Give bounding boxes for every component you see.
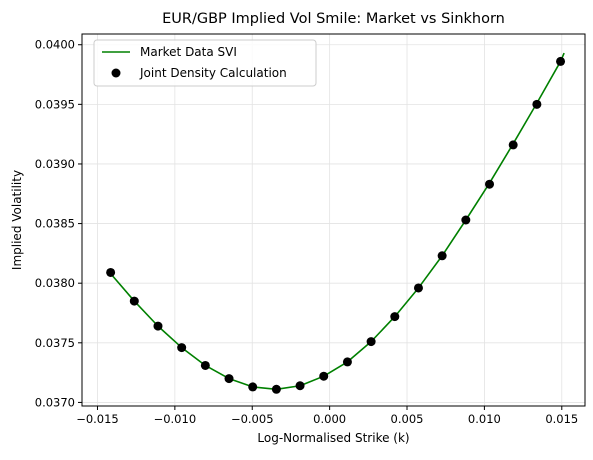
legend: Market Data SVI Joint Density Calculatio… xyxy=(93,39,317,87)
y-tick-label: 0.0375 xyxy=(35,336,75,350)
scatter-point-joint-density xyxy=(295,381,305,391)
x-tick-label: −0.005 xyxy=(231,412,274,426)
scatter-point-joint-density xyxy=(508,140,518,150)
scatter-point-joint-density xyxy=(177,343,187,353)
y-axis-label: Implied Volatility xyxy=(10,170,24,270)
y-tick-label: 0.0390 xyxy=(35,157,75,171)
x-tick-label: 0.010 xyxy=(468,412,501,426)
point-layer xyxy=(106,56,566,394)
tick-layer: −0.015 −0.010 −0.005 0.000 0.005 0.010 0.015 0.… xyxy=(35,38,579,426)
scatter-point-joint-density xyxy=(106,267,116,277)
scatter-point-joint-density xyxy=(129,296,139,306)
legend-swatch-joint-density-marker xyxy=(111,68,121,78)
x-tick-label: 0.005 xyxy=(391,412,424,426)
scatter-point-joint-density xyxy=(271,384,281,394)
legend-label-joint-density: Joint Density Calculation xyxy=(139,66,287,80)
scatter-point-joint-density xyxy=(248,382,258,392)
x-axis-label: Log-Normalised Strike (k) xyxy=(257,431,409,445)
scatter-point-joint-density xyxy=(485,179,495,189)
scatter-point-joint-density xyxy=(532,99,542,109)
grid-layer xyxy=(82,34,585,406)
legend-label-market: Market Data SVI xyxy=(140,45,237,59)
y-tick-label: 0.0400 xyxy=(35,38,75,52)
scatter-point-joint-density xyxy=(413,283,423,293)
y-tick-label: 0.0370 xyxy=(35,395,75,409)
scatter-point-joint-density xyxy=(390,312,400,322)
scatter-point-joint-density xyxy=(200,360,210,370)
scatter-point-joint-density xyxy=(556,56,566,66)
scatter-point-joint-density xyxy=(461,215,471,225)
legend-box xyxy=(93,39,317,87)
x-tick-label: −0.010 xyxy=(154,412,197,426)
scatter-point-joint-density xyxy=(153,321,163,331)
y-tick-label: 0.0385 xyxy=(35,217,75,231)
scatter-point-joint-density xyxy=(224,374,234,384)
x-tick-label: 0.015 xyxy=(545,412,578,426)
scatter-point-joint-density xyxy=(366,337,376,347)
x-tick-label: 0.000 xyxy=(313,412,346,426)
scatter-point-joint-density xyxy=(342,357,352,367)
y-tick-label: 0.0395 xyxy=(35,97,75,111)
plot-area-frame xyxy=(81,33,586,407)
chart-title: EUR/GBP Implied Vol Smile: Market vs Sin… xyxy=(162,11,505,27)
x-tick-label: −0.015 xyxy=(76,412,119,426)
scatter-point-joint-density xyxy=(437,251,447,261)
y-tick-label: 0.0380 xyxy=(35,276,75,290)
scatter-point-joint-density xyxy=(319,371,329,381)
